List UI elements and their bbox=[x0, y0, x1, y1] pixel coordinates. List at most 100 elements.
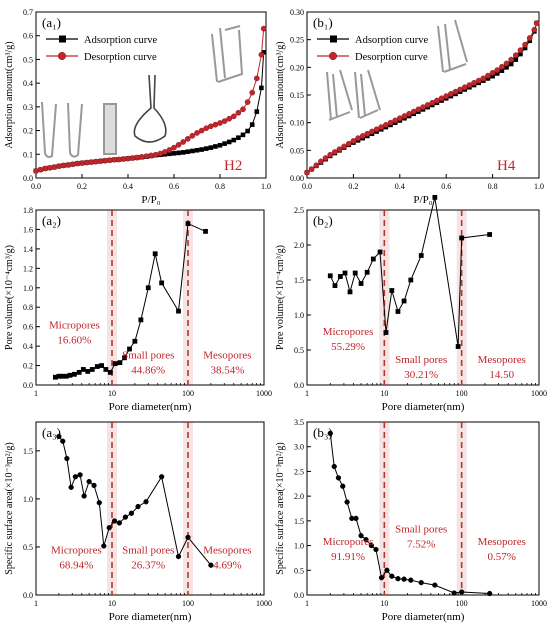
data-point bbox=[254, 109, 260, 114]
data-point bbox=[138, 154, 145, 160]
panel-b2: 1 10 100 1000 0.0 0.5 1.0 1.5 2.0 2.5 Pore diamete… bbox=[275, 195, 547, 413]
pore-sketch bbox=[41, 101, 57, 158]
y-tick-label: 0.0 bbox=[23, 174, 33, 183]
pore-sketch bbox=[211, 25, 244, 83]
data-point bbox=[313, 162, 320, 169]
data-point bbox=[342, 270, 348, 276]
region-label: Micropores bbox=[51, 544, 102, 556]
y-tick-label: 0.4 bbox=[23, 342, 33, 351]
data-point bbox=[122, 514, 129, 520]
y-axis-label: Specific surface area(×10⁻³m²/g) bbox=[275, 442, 286, 574]
data-point bbox=[494, 67, 501, 73]
data-point bbox=[364, 269, 370, 275]
data-point bbox=[434, 97, 440, 104]
x-axis-label: P/P₀ bbox=[413, 194, 432, 206]
data-point bbox=[185, 534, 191, 540]
y-tick-label: 0.0 bbox=[23, 591, 33, 600]
data-point bbox=[132, 338, 138, 344]
data-point bbox=[471, 79, 477, 86]
data-point bbox=[358, 281, 364, 286]
data-point bbox=[363, 536, 369, 543]
x-tick-label: 0.2 bbox=[348, 182, 358, 191]
data-point bbox=[392, 117, 399, 124]
data-point bbox=[185, 149, 191, 154]
data-point bbox=[226, 139, 232, 145]
y-tick-label: 0.0 bbox=[294, 381, 304, 390]
region-label: Small pores bbox=[122, 544, 174, 556]
data-point bbox=[64, 455, 70, 462]
y-tick-label: 1.0 bbox=[23, 495, 33, 504]
data-point bbox=[443, 93, 450, 99]
data-point bbox=[489, 70, 496, 76]
data-point bbox=[490, 73, 495, 79]
data-point bbox=[37, 166, 44, 173]
region-percentage: 91.91% bbox=[331, 551, 365, 563]
x-tick-label: 100 bbox=[456, 389, 468, 398]
y-tick-label: 0.5 bbox=[294, 346, 304, 355]
data-point bbox=[331, 149, 338, 155]
panel-label: (a₃) bbox=[42, 425, 61, 440]
data-point bbox=[308, 166, 315, 172]
data-point bbox=[143, 153, 150, 160]
data-point bbox=[395, 576, 401, 582]
y-tick-label: 0.20 bbox=[290, 63, 304, 72]
y-tick-label: 3.0 bbox=[294, 443, 304, 452]
region-label: Micropores bbox=[49, 319, 100, 331]
data-point bbox=[190, 148, 195, 154]
y-tick-label: 1.8 bbox=[23, 206, 33, 215]
series-line bbox=[58, 436, 212, 566]
x-tick-label: 10 bbox=[108, 599, 116, 608]
x-tick-label: 10 bbox=[380, 389, 388, 398]
y-tick-label: 1.6 bbox=[23, 225, 33, 234]
data-point bbox=[112, 361, 118, 367]
y-axis-label: Adsorption amount(cm³/g) bbox=[275, 41, 286, 148]
data-point bbox=[127, 346, 132, 352]
divider-band bbox=[183, 210, 193, 385]
series-line bbox=[329, 433, 490, 594]
data-point bbox=[213, 144, 218, 149]
x-tick-label: 10 bbox=[108, 389, 116, 398]
legend-marker bbox=[57, 51, 67, 61]
y-axis-label: Pore volume(×10⁻⁴cm³/g) bbox=[275, 245, 286, 350]
data-point bbox=[91, 482, 97, 489]
region-label: Mesopores bbox=[478, 536, 526, 548]
data-point bbox=[203, 125, 210, 132]
data-point bbox=[522, 45, 528, 51]
data-point bbox=[117, 360, 123, 366]
data-point bbox=[418, 253, 424, 258]
data-point bbox=[157, 150, 164, 157]
panel-label: (b₁) bbox=[313, 15, 333, 30]
data-point bbox=[340, 483, 346, 489]
divider-band bbox=[379, 422, 390, 595]
pore-shape-sketches bbox=[41, 25, 244, 158]
data-point bbox=[76, 369, 82, 375]
region-label: Micropores bbox=[323, 536, 374, 548]
x-axis-label: Pore diameter(nm) bbox=[109, 611, 192, 623]
y-tick-label: 1.2 bbox=[23, 264, 33, 273]
region-percentage: 44.86% bbox=[131, 365, 165, 377]
y-axis-label: Pore volume(×10⁻⁴cm³/g) bbox=[4, 245, 15, 350]
data-point bbox=[46, 164, 53, 171]
x-tick-label: 100 bbox=[182, 599, 194, 608]
data-point bbox=[235, 109, 242, 116]
data-point bbox=[249, 122, 255, 127]
y-tick-label: 1.0 bbox=[294, 542, 304, 551]
data-point bbox=[350, 138, 357, 144]
data-point bbox=[208, 562, 214, 568]
divider-band bbox=[379, 210, 390, 385]
data-point bbox=[56, 373, 62, 379]
x-tick-label: 0.0 bbox=[31, 182, 41, 191]
data-point bbox=[230, 113, 237, 120]
x-tick-label: 1 bbox=[34, 389, 38, 398]
data-point bbox=[451, 590, 457, 596]
data-point bbox=[459, 589, 465, 595]
region-percentage: 16.60% bbox=[57, 334, 91, 346]
divider-band bbox=[107, 422, 117, 595]
y-tick-label: 0.1 bbox=[23, 150, 33, 159]
y-tick-label: 0.30 bbox=[290, 8, 304, 17]
y-tick-label: 1.5 bbox=[294, 517, 304, 526]
y-axis-label: Adsorption amount(cm³/g) bbox=[4, 41, 15, 148]
data-point bbox=[406, 110, 412, 117]
data-point bbox=[171, 144, 177, 151]
data-point bbox=[341, 143, 347, 150]
